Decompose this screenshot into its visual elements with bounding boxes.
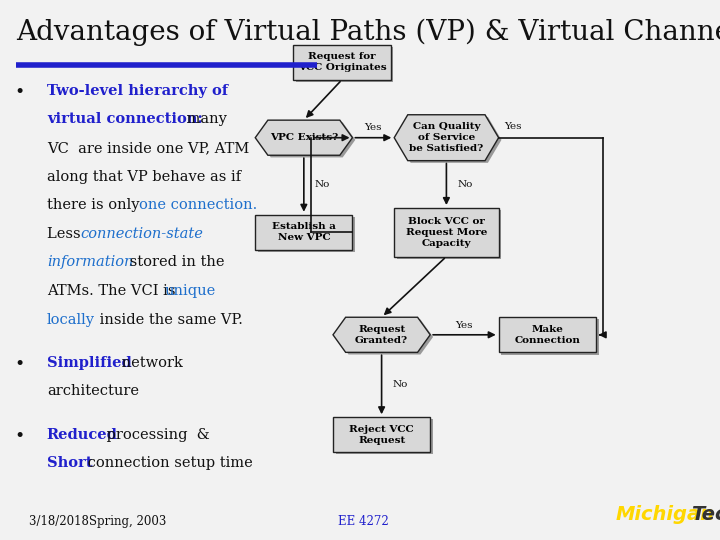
Polygon shape xyxy=(333,317,431,352)
Text: Block VCC or
Request More
Capacity: Block VCC or Request More Capacity xyxy=(405,217,487,248)
Polygon shape xyxy=(255,120,353,156)
Text: along that VP behave as if: along that VP behave as if xyxy=(47,170,241,184)
Text: Short: Short xyxy=(47,456,92,470)
Text: Make
Connection: Make Connection xyxy=(514,325,580,345)
Text: Reduced: Reduced xyxy=(47,428,117,442)
Polygon shape xyxy=(258,122,356,157)
Text: Request
Granted?: Request Granted? xyxy=(355,325,408,345)
Text: there is only: there is only xyxy=(47,198,144,212)
FancyBboxPatch shape xyxy=(395,208,498,256)
Text: many: many xyxy=(182,112,227,126)
Text: Can Quality
of Service
be Satisfied?: Can Quality of Service be Satisfied? xyxy=(409,122,484,153)
Text: Tech: Tech xyxy=(691,505,720,524)
Text: Establish a
New VPC: Establish a New VPC xyxy=(272,222,336,242)
Text: •: • xyxy=(14,428,24,444)
Text: Two-level hierarchy of: Two-level hierarchy of xyxy=(47,84,228,98)
Text: one connection.: one connection. xyxy=(139,198,257,212)
FancyBboxPatch shape xyxy=(498,317,596,352)
Text: connection setup time: connection setup time xyxy=(83,456,253,470)
Text: 3/18/2018Spring, 2003: 3/18/2018Spring, 2003 xyxy=(29,515,166,528)
Text: architecture: architecture xyxy=(47,384,139,399)
Text: connection-state: connection-state xyxy=(81,227,204,241)
Text: virtual connection:: virtual connection: xyxy=(47,112,202,126)
Text: Less: Less xyxy=(47,227,85,241)
Text: Request for
VCC Originates: Request for VCC Originates xyxy=(297,52,387,72)
FancyBboxPatch shape xyxy=(297,47,394,82)
Text: Advantages of Virtual Paths (VP) & Virtual Channels (VC): Advantages of Virtual Paths (VP) & Virtu… xyxy=(16,19,720,46)
Polygon shape xyxy=(336,320,433,354)
FancyBboxPatch shape xyxy=(397,210,501,259)
FancyBboxPatch shape xyxy=(255,214,353,249)
Text: No: No xyxy=(392,380,408,389)
Text: Simplified: Simplified xyxy=(47,356,132,370)
Text: •: • xyxy=(14,356,24,373)
FancyBboxPatch shape xyxy=(294,45,390,79)
Text: Yes: Yes xyxy=(504,123,522,131)
Text: No: No xyxy=(315,180,330,190)
Text: information: information xyxy=(47,255,133,269)
Text: inside the same VP.: inside the same VP. xyxy=(95,313,243,327)
Text: Yes: Yes xyxy=(456,321,473,329)
Polygon shape xyxy=(397,117,501,163)
Text: Reject VCC
Request: Reject VCC Request xyxy=(349,424,414,445)
FancyBboxPatch shape xyxy=(501,319,599,354)
Text: locally: locally xyxy=(47,313,95,327)
Text: No: No xyxy=(457,180,472,189)
Text: network: network xyxy=(117,356,182,370)
Text: processing  &: processing & xyxy=(102,428,210,442)
FancyBboxPatch shape xyxy=(336,419,433,455)
Text: ATMs. The VCI is: ATMs. The VCI is xyxy=(47,284,180,298)
Text: Michigan: Michigan xyxy=(616,505,714,524)
Text: stored in the: stored in the xyxy=(125,255,224,269)
Text: EE 4272: EE 4272 xyxy=(338,515,389,528)
Polygon shape xyxy=(395,115,498,160)
Text: unique: unique xyxy=(164,284,215,298)
Text: •: • xyxy=(14,84,24,100)
FancyBboxPatch shape xyxy=(333,417,431,453)
Text: VPC Exists?: VPC Exists? xyxy=(270,133,338,142)
FancyBboxPatch shape xyxy=(258,217,356,252)
Text: VC  are inside one VP, ATM: VC are inside one VP, ATM xyxy=(47,141,249,155)
Text: Yes: Yes xyxy=(364,124,382,132)
